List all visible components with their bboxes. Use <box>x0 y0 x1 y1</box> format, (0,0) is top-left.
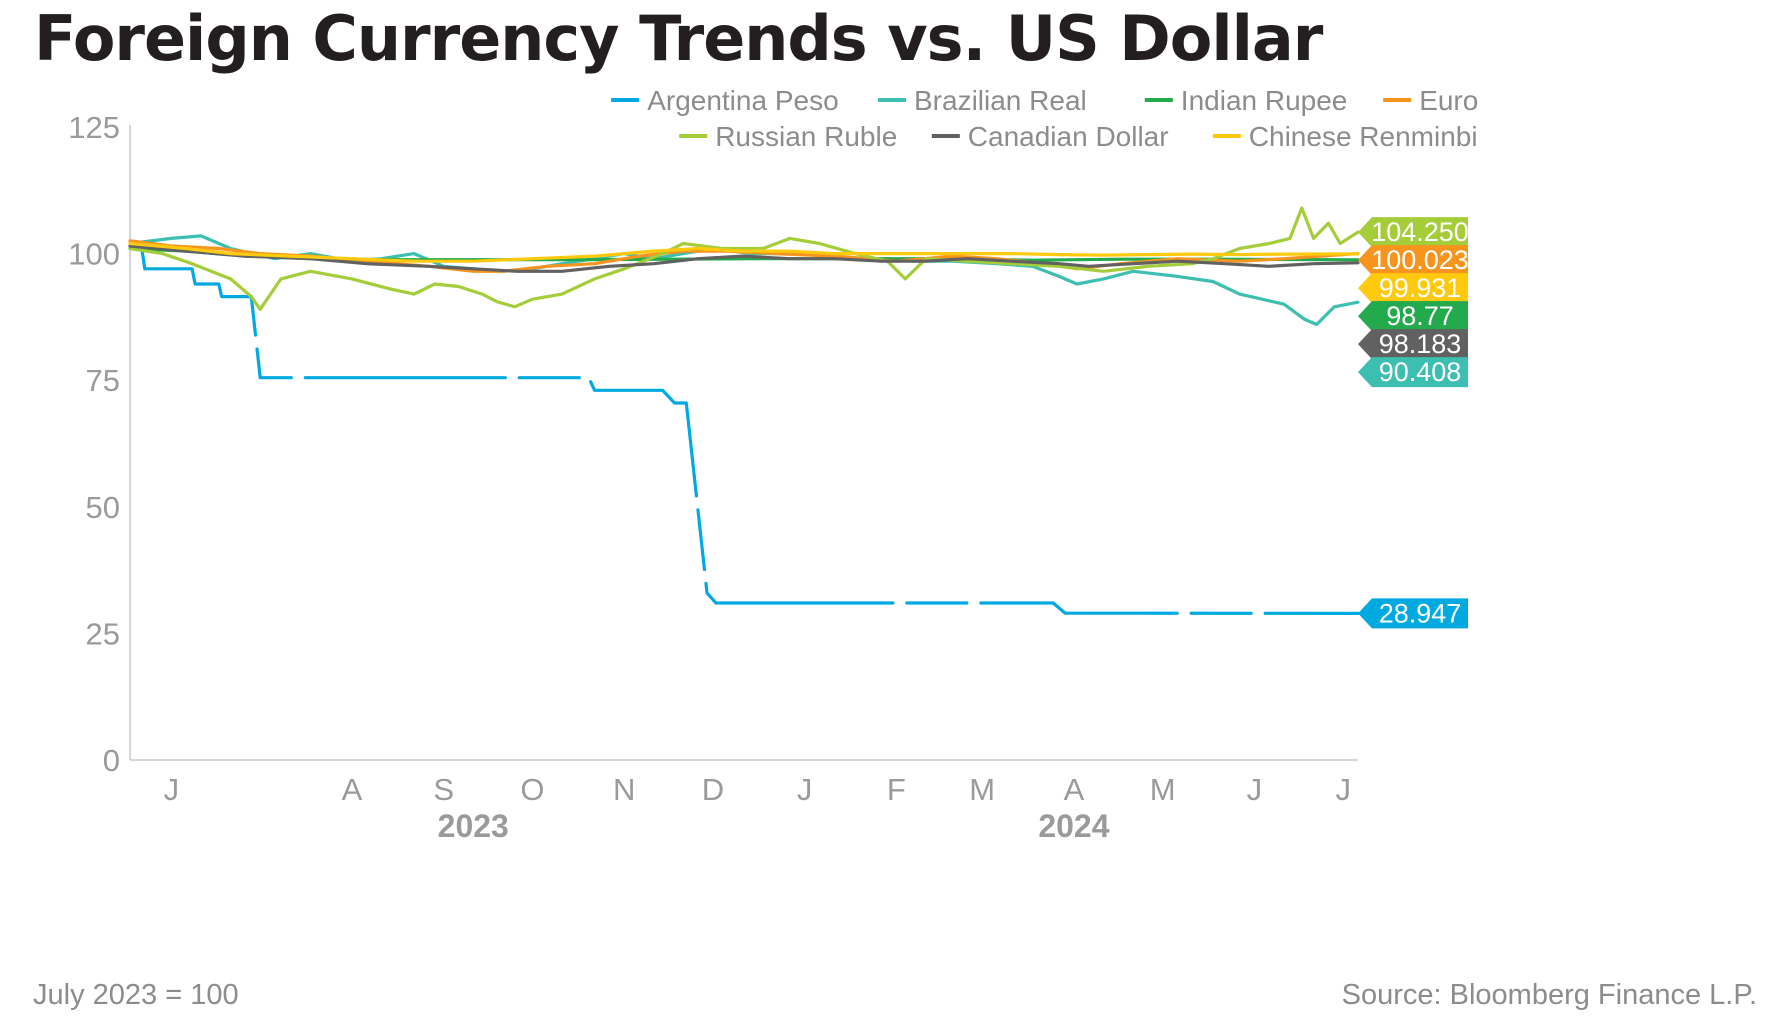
legend-item-canadian-dollar: Canadian Dollar <box>931 121 1169 152</box>
y-tick-label: 50 <box>86 490 120 525</box>
tag-value: 104.250 <box>1371 217 1469 247</box>
series-line-canadian-dollar <box>128 244 1360 273</box>
y-tick-label: 125 <box>68 110 120 145</box>
legend-item-euro: Euro <box>1383 85 1478 116</box>
series-line-chinese-renminbi <box>128 241 1360 263</box>
tag-value: 90.408 <box>1379 357 1462 387</box>
x-tick-label: F <box>887 772 906 807</box>
end-tag-canadian-dollar: 98.183 <box>1358 329 1468 360</box>
legend: Argentina Peso Brazilian Real Indian Rupee… <box>611 85 1478 152</box>
tag-value: 99.931 <box>1379 273 1462 303</box>
x-tick-label: O <box>520 772 544 807</box>
year-label: 2023 <box>438 808 509 844</box>
tag-shape <box>1358 329 1468 360</box>
tag-shape <box>1358 273 1468 304</box>
x-tick-label: D <box>702 772 724 807</box>
legend-label: Canadian Dollar <box>968 121 1169 152</box>
x-tick-label: A <box>342 772 363 807</box>
tag-shape <box>1358 217 1468 248</box>
legend-label: Euro <box>1419 85 1478 116</box>
legend-label: Chinese Renminbi <box>1249 121 1478 152</box>
end-tag-brazilian-real: 90.408 <box>1358 357 1468 388</box>
legend-label: Indian Rupee <box>1181 85 1348 116</box>
year-label: 2024 <box>1038 808 1109 844</box>
tag-value: 98.77 <box>1386 301 1454 331</box>
legend-item-argentina-peso: Argentina Peso <box>611 85 839 116</box>
x-tick-label: M <box>1150 772 1176 807</box>
tag-value: 100.023 <box>1371 245 1469 275</box>
axes: 0 25 50 75 100 125 J A S O N D J F M A M J J 2023 2024 <box>68 110 1358 844</box>
x-tick-label: J <box>797 772 813 807</box>
tag-value: 28.947 <box>1379 598 1462 628</box>
series-line-argentina-peso <box>128 246 1360 615</box>
legend-item-russian-ruble: Russian Ruble <box>679 121 897 152</box>
series-lines <box>128 206 1360 615</box>
x-tick-label: M <box>969 772 995 807</box>
tag-value: 98.183 <box>1379 329 1462 359</box>
y-tick-label: 25 <box>86 616 120 651</box>
tag-shape <box>1358 598 1468 629</box>
x-tick-label: J <box>164 772 180 807</box>
tag-shape <box>1358 245 1468 276</box>
source-note: Source: Bloomberg Finance L.P. <box>1341 979 1757 1011</box>
y-tick-label: 75 <box>86 363 120 398</box>
legend-item-chinese-renminbi: Chinese Renminbi <box>1212 121 1478 152</box>
legend-item-indian-rupee: Indian Rupee <box>1144 85 1348 116</box>
chart-title: Foreign Currency Trends vs. US Dollar <box>34 2 1323 75</box>
x-tick-label: J <box>1247 772 1263 807</box>
legend-label: Argentina Peso <box>647 85 838 116</box>
legend-label: Brazilian Real <box>914 85 1087 116</box>
end-tag-euro: 100.023 <box>1358 245 1469 276</box>
x-tick-label: N <box>613 772 635 807</box>
end-tag-indian-rupee: 98.77 <box>1358 301 1468 332</box>
base-note: July 2023 = 100 <box>33 979 239 1011</box>
end-tag-chinese-renminbi: 99.931 <box>1358 273 1468 304</box>
end-tag-argentina-peso: 28.947 <box>1358 598 1468 629</box>
x-tick-label: S <box>433 772 454 807</box>
x-tick-label: J <box>1335 772 1351 807</box>
legend-label: Russian Ruble <box>715 121 897 152</box>
legend-item-brazilian-real: Brazilian Real <box>878 85 1087 116</box>
tag-shape <box>1358 357 1468 388</box>
y-tick-label: 100 <box>68 237 120 272</box>
y-tick-label: 0 <box>103 743 120 778</box>
end-tag-russian-ruble: 104.250 <box>1358 217 1469 248</box>
tag-shape <box>1358 301 1468 332</box>
x-tick-label: A <box>1064 772 1085 807</box>
